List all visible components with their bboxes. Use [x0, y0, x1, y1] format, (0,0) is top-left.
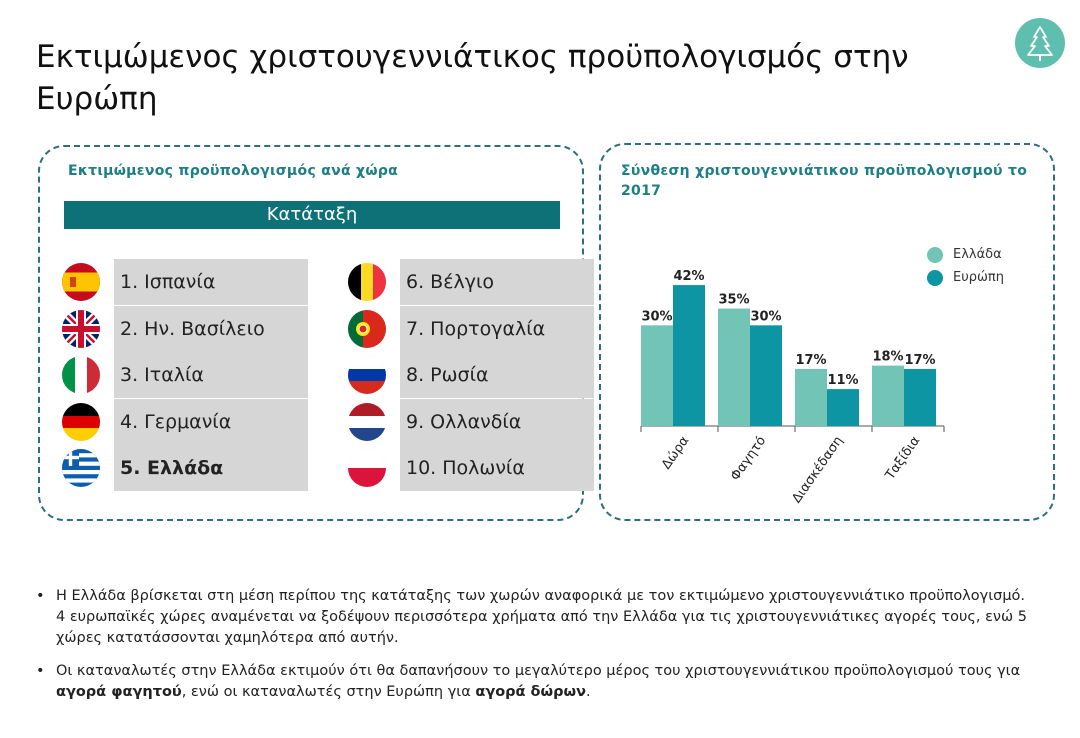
russia-flag-icon	[348, 356, 386, 394]
rank-item-7: 7. Πορτογαλία	[348, 305, 598, 352]
country-ranking-panel: Εκτιμώμενος προϋπολογισμός ανά χώρα Κατά…	[38, 145, 594, 521]
rank-label: 9. Ολλανδία	[400, 398, 594, 445]
data-label: 42%	[673, 269, 704, 284]
tree-icon	[1015, 18, 1065, 68]
note-2-part-5: .	[585, 684, 591, 700]
poland-flag-icon	[348, 449, 386, 487]
budget-bar-chart: 30%42%Δώρα35%30%Φαγητό17%11%Διασκέδαση18…	[640, 269, 945, 506]
rank-item-10: 10. Πολωνία	[348, 445, 598, 491]
bar-europe-3	[827, 389, 859, 426]
note-1-text: Η Ελλάδα βρίσκεται στη μέση περίπου της …	[56, 588, 1028, 646]
bar-greece-3	[795, 368, 827, 426]
spain-flag-icon	[62, 263, 100, 301]
italy-flag-icon	[62, 356, 100, 394]
notes-list: Η Ελλάδα βρίσκεται στη μέση περίπου της …	[36, 586, 1036, 715]
data-label: 30%	[750, 309, 781, 324]
legend-swatch-europe	[927, 270, 943, 286]
netherlands-flag-icon	[348, 402, 386, 441]
rank-item-6: 6. Βέλγιο	[348, 259, 598, 305]
rank-label: 6. Βέλγιο	[400, 259, 594, 305]
ranking-header-bar: Κατάταξη	[64, 201, 560, 229]
bar-europe-1	[673, 285, 705, 426]
rank-item-1: 1. Ισπανία	[62, 259, 312, 305]
budget-composition-panel: Σύνθεση χριστουγεννιάτικου προϋπολογισμο…	[599, 143, 1055, 521]
rank-label: 1. Ισπανία	[114, 259, 308, 305]
note-1: Η Ελλάδα βρίσκεται στη μέση περίπου της …	[36, 586, 1036, 649]
rank-item-2: 2. Ην. Βασίλειο	[62, 305, 312, 352]
x-tick-label: Διασκέδαση	[789, 434, 846, 506]
rank-label: 10. Πολωνία	[400, 445, 594, 491]
greece-flag-icon	[62, 449, 100, 487]
portugal-flag-icon	[348, 309, 386, 348]
rank-label: 2. Ην. Βασίλειο	[114, 305, 308, 352]
legend-label-greece: Ελλάδα	[953, 247, 1002, 262]
chart-heading: Σύνθεση χριστουγεννιάτικου προϋπολογισμο…	[621, 163, 1028, 199]
note-2-highlight-gifts: αγορά δώρων	[475, 684, 586, 700]
data-label: 17%	[904, 353, 935, 368]
x-tick-label: Ταξίδια	[882, 434, 923, 484]
belgium-flag-icon	[348, 263, 386, 301]
rank-item-4: 4. Γερμανία	[62, 398, 312, 445]
data-label: 17%	[795, 353, 826, 368]
data-label: 18%	[872, 350, 903, 365]
rank-item-8: 8. Ρωσία	[348, 352, 598, 398]
legend-label-europe: Ευρώπη	[953, 270, 1004, 285]
bar-greece-1	[641, 325, 673, 426]
rank-label: 4. Γερμανία	[114, 398, 308, 445]
bar-europe-4	[904, 368, 936, 426]
rank-label: 7. Πορτογαλία	[400, 305, 594, 352]
note-2-part-1: Οι καταναλωτές στην Ελλάδα εκτιμούν ότι …	[56, 663, 1021, 679]
page-title: Εκτιμώμενος χριστουγεννιάτικος προϋπολογ…	[36, 39, 909, 117]
rank-label: 5. Ελλάδα	[114, 445, 308, 491]
note-2-part-3: , ενώ οι καταναλωτές στην Ευρώπη για	[181, 684, 476, 700]
rank-item-9: 9. Ολλανδία	[348, 398, 598, 445]
rank-label: 3. Ιταλία	[114, 352, 308, 398]
bar-greece-4	[872, 365, 904, 426]
rank-label: 8. Ρωσία	[400, 352, 594, 398]
germany-flag-icon	[62, 402, 100, 441]
bar-europe-2	[750, 325, 782, 426]
x-tick-label: Δώρα	[659, 434, 692, 473]
rank-item-3: 3. Ιταλία	[62, 352, 312, 398]
bar-greece-2	[718, 308, 750, 426]
data-label: 35%	[718, 293, 749, 308]
data-label: 11%	[827, 373, 858, 388]
ranking-heading: Εκτιμώμενος προϋπολογισμός ανά χώρα	[68, 163, 399, 179]
note-2-highlight-food: αγορά φαγητού	[56, 684, 182, 700]
legend-swatch-greece	[927, 247, 943, 263]
uk-flag-icon	[62, 309, 100, 348]
x-tick-label: Φαγητό	[728, 434, 769, 484]
data-label: 30%	[641, 309, 672, 324]
note-2: Οι καταναλωτές στην Ελλάδα εκτιμούν ότι …	[36, 661, 1036, 703]
rank-item-5: 5. Ελλάδα	[62, 445, 312, 491]
